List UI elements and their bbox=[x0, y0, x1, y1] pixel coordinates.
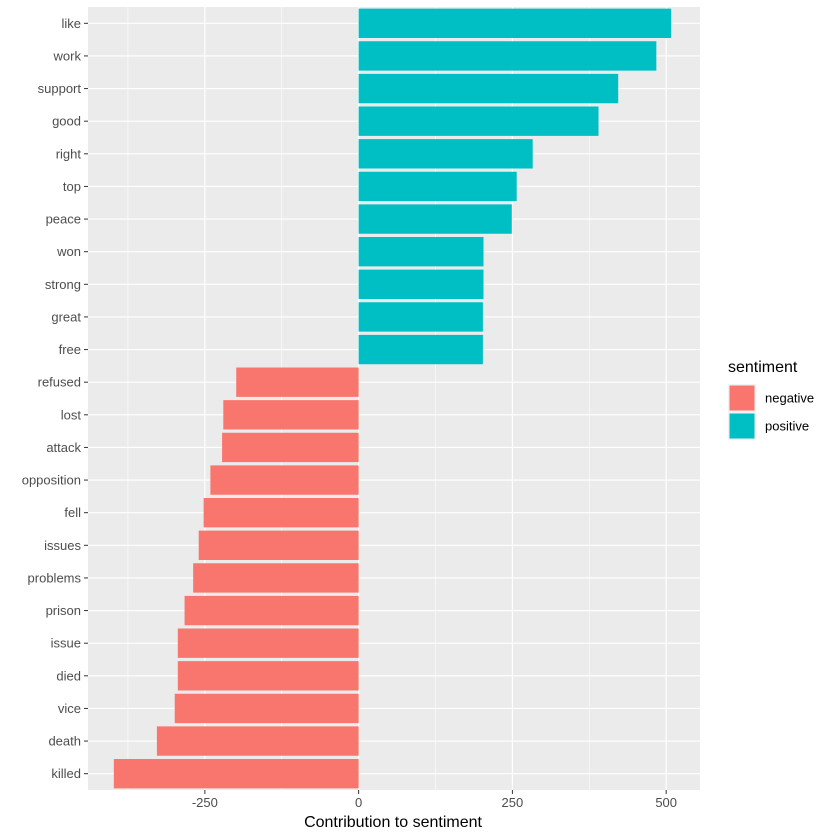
bar-strong bbox=[358, 269, 484, 299]
y-tick-label: died bbox=[56, 668, 81, 683]
bar-death bbox=[156, 726, 359, 756]
legend-swatch-positive bbox=[729, 413, 755, 439]
bar-issues bbox=[198, 530, 359, 560]
y-tick-label: refused bbox=[38, 375, 81, 390]
y-axis: like work support good right top peace won stron… bbox=[22, 16, 88, 781]
y-tick-label: strong bbox=[45, 277, 81, 292]
y-tick-label: won bbox=[56, 244, 81, 259]
y-tick-label: support bbox=[38, 81, 82, 96]
minor-gridlines bbox=[127, 7, 590, 790]
y-tick-label: attack bbox=[46, 440, 81, 455]
y-tick-label: prison bbox=[46, 603, 81, 618]
y-tick-label: vice bbox=[58, 701, 81, 716]
bar-support bbox=[358, 73, 619, 104]
bar-free bbox=[358, 334, 483, 365]
bar-like bbox=[358, 8, 672, 38]
y-tick-label: great bbox=[51, 309, 81, 324]
bar-vice bbox=[174, 693, 359, 724]
y-tick-label: free bbox=[59, 342, 81, 357]
legend-label-positive: positive bbox=[765, 419, 809, 434]
x-axis: -250 0 250 500 bbox=[192, 790, 677, 810]
x-tick-label: 250 bbox=[502, 795, 524, 810]
x-tick-label: 0 bbox=[355, 795, 362, 810]
y-tick-label: peace bbox=[46, 212, 81, 227]
bar-problems bbox=[193, 563, 359, 593]
y-tick-label: fell bbox=[64, 505, 81, 520]
y-tick-label: right bbox=[56, 146, 82, 161]
legend-label-negative: negative bbox=[765, 391, 814, 406]
x-tick-label: -250 bbox=[192, 795, 218, 810]
bar-refused bbox=[236, 367, 359, 397]
legend-items: negative positive bbox=[728, 384, 814, 440]
y-tick-label: work bbox=[53, 48, 82, 63]
y-tick-label: lost bbox=[61, 407, 82, 422]
bar-won bbox=[358, 237, 484, 267]
y-tick-label: like bbox=[61, 16, 81, 31]
y-tick-label: opposition bbox=[22, 473, 81, 488]
bar-attack bbox=[222, 432, 359, 463]
bar-issue bbox=[177, 628, 359, 658]
y-tick-label: issue bbox=[51, 636, 81, 651]
y-tick-label: top bbox=[63, 179, 81, 194]
bar-peace bbox=[358, 204, 512, 234]
x-axis-title: Contribution to sentiment bbox=[304, 814, 482, 831]
x-tick-label: 500 bbox=[655, 795, 677, 810]
bar-killed bbox=[113, 759, 359, 789]
y-tick-label: death bbox=[48, 734, 81, 749]
bar-top bbox=[358, 171, 517, 202]
y-tick-label: issues bbox=[44, 538, 81, 553]
bar-fell bbox=[203, 498, 359, 528]
bar-prison bbox=[184, 595, 359, 626]
y-tick-label: good bbox=[52, 114, 81, 129]
bar-good bbox=[358, 106, 599, 136]
plot-panel bbox=[88, 7, 700, 790]
y-tick-label: killed bbox=[51, 766, 81, 781]
legend-swatch-negative bbox=[729, 385, 755, 411]
bar-lost bbox=[223, 400, 359, 430]
legend-title: sentiment bbox=[728, 359, 798, 376]
bars bbox=[113, 8, 672, 789]
bar-right bbox=[358, 139, 533, 169]
bar-great bbox=[358, 302, 483, 332]
legend: sentiment negative positive bbox=[728, 359, 814, 440]
bar-work bbox=[358, 41, 657, 71]
bar-died bbox=[177, 661, 359, 691]
y-tick-label: problems bbox=[28, 570, 82, 585]
bar-opposition bbox=[210, 465, 359, 495]
